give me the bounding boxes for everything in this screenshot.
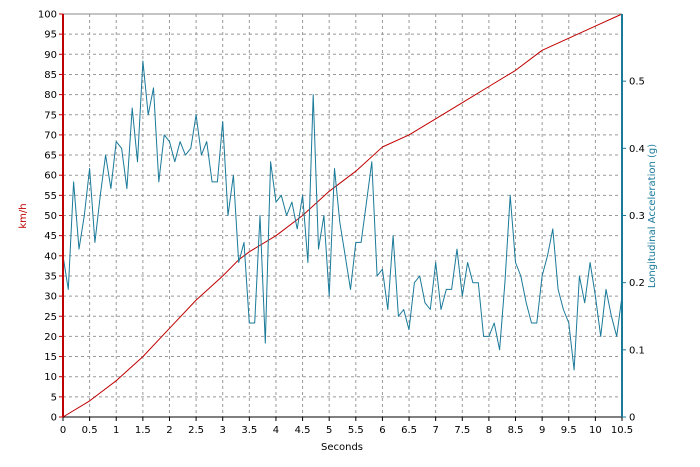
x-tick-label: 6 (379, 425, 385, 436)
x-tick-label: 6.5 (401, 425, 417, 436)
ticks: 0 0.5 1 1.5 2 2.5 3 3.5 4 4.5 5 5.5 6 6.5 7 7.5 8 8.5 9 9.5… (38, 10, 645, 437)
speed-series-line (62, 13, 623, 418)
y-left-tick-label: 85 (44, 70, 57, 81)
y-left-tick-label: 95 (44, 30, 57, 41)
y-left-tick-label: 90 (44, 50, 57, 61)
left-axis-title: km/h (18, 203, 29, 228)
y-left-tick-label: 0 (51, 413, 57, 424)
x-tick-label: 5.5 (348, 425, 364, 436)
y-right-tick-label: 0.3 (629, 211, 645, 222)
y-left-tick-label: 45 (44, 231, 57, 242)
y-left-tick-label: 80 (44, 90, 57, 101)
accel-series-line (62, 60, 623, 371)
x-tick-label: 3.5 (241, 425, 257, 436)
x-tick-label: 4.5 (295, 425, 311, 436)
x-tick-label: 9 (539, 425, 545, 436)
x-tick-label: 2.5 (188, 425, 204, 436)
y-left-tick-label: 100 (38, 10, 57, 21)
y-left-tick-label: 20 (44, 332, 57, 343)
x-tick-label: 3 (220, 425, 226, 436)
x-tick-label: 0 (60, 425, 66, 436)
y-left-tick-label: 60 (44, 171, 57, 182)
x-tick-label: 8.5 (508, 425, 524, 436)
y-left-tick-label: 50 (44, 211, 57, 222)
y-left-tick-label: 70 (44, 130, 57, 141)
x-tick-label: 0.5 (82, 425, 98, 436)
y-left-tick-label: 30 (44, 292, 57, 303)
x-tick-label: 7.5 (454, 425, 470, 436)
x-tick-label: 9.5 (561, 425, 577, 436)
y-left-tick-label: 35 (44, 271, 57, 282)
y-left-tick-label: 25 (44, 312, 57, 323)
y-right-tick-label: 0 (629, 413, 635, 424)
x-tick-label: 2 (166, 425, 172, 436)
x-tick-label: 8 (486, 425, 492, 436)
y-left-tick-label: 55 (44, 191, 57, 202)
y-left-tick-label: 5 (51, 392, 57, 403)
y-left-tick-label: 10 (44, 372, 57, 383)
right-axis-title: Longitudinal Acceleration (g) (647, 144, 658, 288)
x-tick-label: 4 (273, 425, 279, 436)
y-left-tick-label: 40 (44, 251, 57, 262)
x-tick-label: 7 (432, 425, 438, 436)
y-left-tick-label: 15 (44, 352, 57, 363)
y-right-tick-label: 0.1 (629, 345, 645, 356)
x-tick-label: 1.5 (135, 425, 151, 436)
x-tick-label: 10 (589, 425, 602, 436)
x-tick-label: 5 (326, 425, 332, 436)
series-layer (62, 13, 623, 418)
x-tick-label: 10.5 (611, 425, 633, 436)
x-axis-title: Seconds (321, 442, 363, 453)
y-left-tick-label: 65 (44, 151, 57, 162)
y-left-tick-label: 75 (44, 110, 57, 121)
y-right-tick-label: 0.5 (629, 77, 645, 88)
x-tick-label: 1 (113, 425, 119, 436)
plot-background (63, 14, 622, 417)
grid (63, 14, 622, 417)
y-right-tick-label: 0.4 (629, 144, 645, 155)
y-right-tick-label: 0.2 (629, 278, 645, 289)
